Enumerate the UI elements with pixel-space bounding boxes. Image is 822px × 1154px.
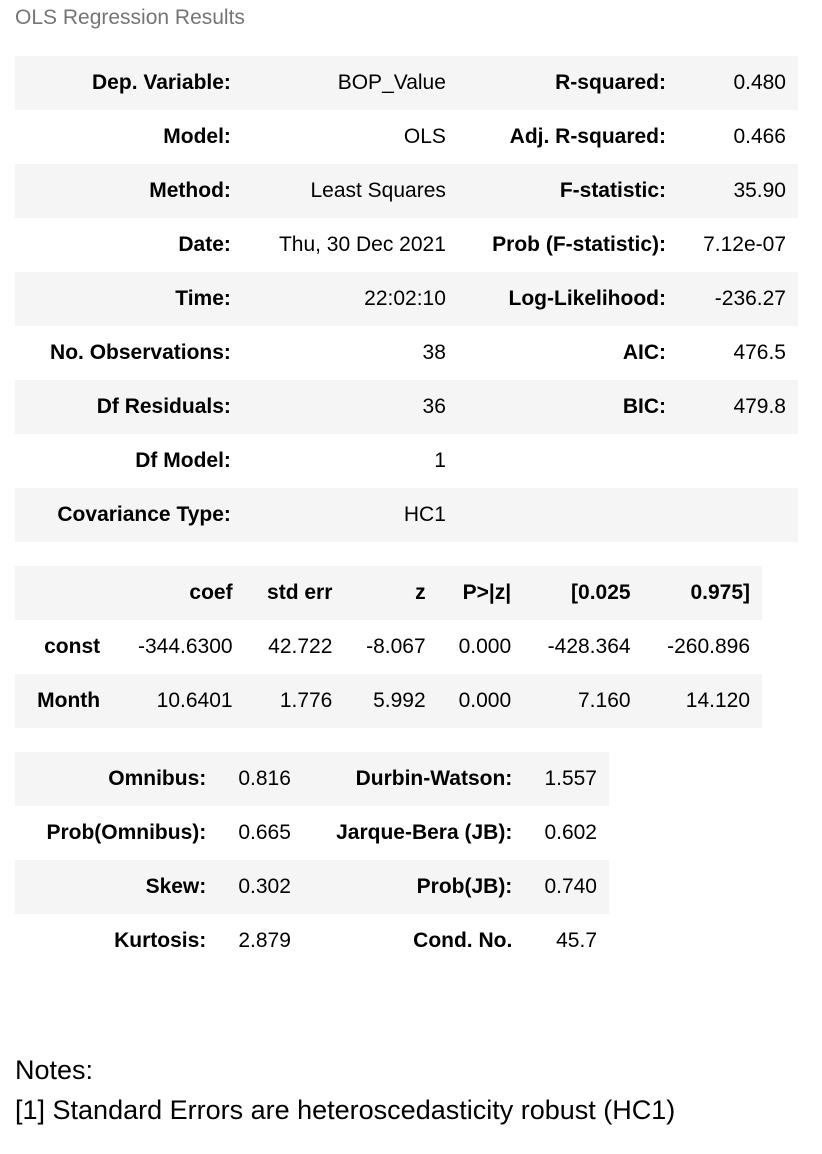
table-cell: -8.067 — [366, 635, 426, 658]
summary-label: Covariance Type: — [57, 503, 231, 526]
diagnostic-label: Jarque-Bera (JB): — [336, 821, 513, 844]
diagnostic-value: 0.740 — [544, 875, 597, 898]
diagnostics-table: Omnibus: 0.816 Durbin-Watson: 1.557 Prob… — [15, 752, 609, 968]
row-header: Month — [37, 689, 101, 712]
table-cell: 5.992 — [373, 689, 426, 712]
summary-value: Thu, 30 Dec 2021 — [278, 233, 446, 256]
table-row: Model: OLS Adj. R-squared: 0.466 — [15, 110, 798, 164]
diagnostic-value: 0.816 — [238, 767, 291, 790]
summary-value: BOP_Value — [337, 71, 446, 94]
table-row: Month 10.6401 1.776 5.992 0.000 7.160 14… — [15, 674, 762, 728]
summary-value: OLS — [403, 125, 446, 148]
summary-value: Least Squares — [310, 179, 446, 202]
column-header: coef — [189, 581, 233, 604]
summary-label: F-statistic: — [559, 179, 666, 202]
summary-value: 476.5 — [733, 341, 786, 364]
summary-label: BIC: — [622, 395, 666, 418]
summary-label: Model: — [163, 125, 231, 148]
notes-section: Notes: [1] Standard Errors are heterosce… — [15, 1050, 675, 1130]
column-header — [15, 566, 112, 620]
diagnostic-value: 2.879 — [238, 929, 291, 952]
summary-label: Dep. Variable: — [92, 71, 231, 94]
summary-value: 38 — [422, 341, 446, 364]
table-cell: -344.6300 — [137, 635, 233, 658]
table-cell: 7.160 — [578, 689, 631, 712]
summary-label: Df Residuals: — [96, 395, 231, 418]
summary-label: Df Model: — [135, 449, 231, 472]
summary-label: R-squared: — [555, 71, 666, 94]
table-row: const -344.6300 42.722 -8.067 0.000 -428… — [15, 620, 762, 674]
summary-value: 1 — [434, 449, 446, 472]
diagnostic-label: Prob(JB): — [416, 875, 513, 898]
summary-value — [678, 488, 798, 542]
table-row: Kurtosis: 2.879 Cond. No. 45.7 — [15, 914, 609, 968]
table-cell: 0.000 — [458, 635, 512, 658]
summary-label: Time: — [175, 287, 231, 310]
summary-label: Prob (F-statistic): — [492, 233, 666, 256]
table-cell: 0.000 — [458, 689, 512, 712]
column-header: z — [415, 581, 426, 604]
summary-value: HC1 — [403, 503, 446, 526]
table-row: Df Model: 1 — [15, 434, 798, 488]
summary-value: -236.27 — [714, 287, 786, 310]
table-row: Prob(Omnibus): 0.665 Jarque-Bera (JB): 0… — [15, 806, 609, 860]
table-row: Omnibus: 0.816 Durbin-Watson: 1.557 — [15, 752, 609, 806]
row-header: const — [44, 635, 101, 658]
summary-label: Adj. R-squared: — [509, 125, 666, 148]
table-header-row: coef std err z P>|z| [0.025 0.975] — [15, 566, 762, 620]
table-row: Time: 22:02:10 Log-Likelihood: -236.27 — [15, 272, 798, 326]
table-cell: 10.6401 — [156, 689, 233, 712]
summary-value: 7.12e-07 — [703, 233, 786, 256]
summary-value: 35.90 — [733, 179, 786, 202]
table-row: Date: Thu, 30 Dec 2021 Prob (F-statistic… — [15, 218, 798, 272]
summary-value: 0.466 — [733, 125, 786, 148]
coefficient-table: coef std err z P>|z| [0.025 0.975] const… — [15, 566, 762, 728]
column-header: 0.975] — [690, 581, 750, 604]
diagnostic-label: Prob(Omnibus): — [46, 821, 207, 844]
diagnostic-label: Cond. No. — [413, 929, 513, 952]
diagnostic-label: Omnibus: — [108, 767, 207, 790]
summary-label — [458, 488, 678, 542]
table-cell: 1.776 — [279, 689, 333, 712]
table-row: Skew: 0.302 Prob(JB): 0.740 — [15, 860, 609, 914]
summary-label: Log-Likelihood: — [508, 287, 666, 310]
table-row: No. Observations: 38 AIC: 476.5 — [15, 326, 798, 380]
summary-label: Date: — [178, 233, 231, 256]
summary-label — [458, 434, 678, 488]
diagnostic-label: Durbin-Watson: — [355, 767, 513, 790]
column-header: [0.025 — [571, 581, 631, 604]
summary-value: 479.8 — [733, 395, 786, 418]
table-row: Method: Least Squares F-statistic: 35.90 — [15, 164, 798, 218]
table-cell: -428.364 — [547, 635, 631, 658]
diagnostic-value: 45.7 — [556, 929, 597, 952]
table-cell: -260.896 — [667, 635, 750, 658]
table-row: Covariance Type: HC1 — [15, 488, 798, 542]
diagnostic-value: 0.602 — [544, 821, 597, 844]
table-cell: 42.722 — [268, 635, 333, 658]
summary-value: 0.480 — [733, 71, 786, 94]
diagnostic-value: 0.302 — [238, 875, 291, 898]
notes-title: Notes: — [15, 1055, 94, 1085]
summary-value — [678, 434, 798, 488]
table-cell: 14.120 — [685, 689, 750, 712]
model-summary-table: Dep. Variable: BOP_Value R-squared: 0.48… — [15, 56, 798, 542]
summary-value: 22:02:10 — [364, 287, 446, 310]
summary-label: AIC: — [622, 341, 666, 364]
diagnostic-value: 1.557 — [544, 767, 597, 790]
note-line: [1] Standard Errors are heteroscedastici… — [15, 1095, 676, 1125]
diagnostic-label: Kurtosis: — [114, 929, 207, 952]
summary-label: No. Observations: — [50, 341, 231, 364]
table-row: Df Residuals: 36 BIC: 479.8 — [15, 380, 798, 434]
column-header: P>|z| — [462, 581, 512, 604]
table-row: Dep. Variable: BOP_Value R-squared: 0.48… — [15, 56, 798, 110]
summary-value: 36 — [422, 395, 446, 418]
column-header: std err — [267, 581, 333, 604]
diagnostic-value: 0.665 — [238, 821, 291, 844]
results-caption: OLS Regression Results — [15, 6, 245, 29]
summary-label: Method: — [149, 179, 231, 202]
diagnostic-label: Skew: — [145, 875, 207, 898]
